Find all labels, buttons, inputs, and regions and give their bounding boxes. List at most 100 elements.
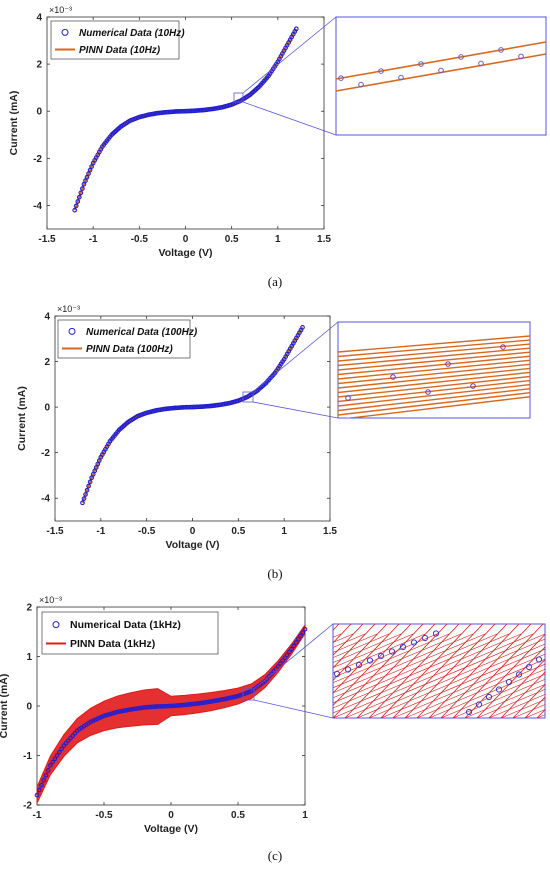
x-tick-label: 0 bbox=[183, 234, 189, 245]
data-point bbox=[56, 749, 62, 755]
data-point bbox=[153, 704, 158, 710]
data-point bbox=[132, 706, 138, 712]
inset-data-point bbox=[495, 686, 503, 693]
data-point bbox=[233, 694, 239, 699]
data-point bbox=[220, 697, 225, 702]
data-point bbox=[135, 706, 140, 711]
chart-panel-b: -1.5 -1 -0.5 0 0.5 1 1.5 4 2 0 -2 -4 ×10⁻³ Voltage (V… bbox=[16, 304, 531, 581]
inset-pinn-line bbox=[333, 633, 390, 658]
inset-data-point bbox=[425, 389, 431, 395]
data-point bbox=[177, 702, 183, 708]
inset-data-point bbox=[358, 81, 364, 88]
inset-pinn-line bbox=[440, 624, 532, 718]
figure-caption: (b) bbox=[267, 566, 282, 581]
inset-pinn-line bbox=[524, 696, 545, 718]
data-point bbox=[293, 640, 299, 645]
x-tick-label: 0.5 bbox=[225, 234, 239, 245]
inset-pinn-line bbox=[476, 689, 545, 718]
data-point bbox=[126, 707, 131, 713]
data-point bbox=[86, 483, 91, 489]
x-tick-label: 1 bbox=[275, 234, 281, 245]
y-tick-label: 2 bbox=[26, 603, 32, 614]
inset-pinn-line bbox=[338, 355, 530, 376]
data-point bbox=[121, 708, 127, 714]
data-point bbox=[115, 709, 120, 715]
inset-data-point bbox=[485, 693, 493, 701]
x-tick-label: 0.5 bbox=[231, 526, 245, 537]
inset-pinn-line bbox=[338, 347, 530, 367]
inset-data-point bbox=[535, 656, 543, 663]
data-point bbox=[287, 649, 292, 655]
data-point bbox=[101, 713, 107, 719]
data-point bbox=[78, 190, 84, 196]
data-point bbox=[284, 652, 290, 658]
y-tick-label: -4 bbox=[33, 201, 42, 212]
x-tick-label: -1.5 bbox=[46, 526, 64, 537]
legend-marker-numerical bbox=[68, 327, 76, 335]
inset-data-point bbox=[525, 663, 533, 671]
inset-pinn-line bbox=[428, 624, 520, 718]
legend-label-numerical: Numerical Data (100Hz) bbox=[86, 327, 198, 338]
data-point bbox=[92, 717, 98, 723]
data-point bbox=[50, 759, 55, 765]
inset-pinn-line bbox=[338, 343, 530, 362]
inset-pinn-line bbox=[338, 339, 530, 358]
data-point bbox=[155, 704, 160, 709]
data-point bbox=[34, 792, 40, 798]
zoom-connector bbox=[253, 623, 334, 690]
y-tick-label: 2 bbox=[44, 357, 50, 368]
x-tick-label: -0.5 bbox=[138, 526, 156, 537]
series-pinn-band bbox=[36, 623, 306, 804]
y-exponent-label: ×10⁻³ bbox=[57, 304, 80, 314]
inset-data-point bbox=[410, 639, 418, 646]
data-point bbox=[195, 701, 201, 706]
inset-pinn-line bbox=[344, 396, 530, 418]
data-point bbox=[211, 698, 216, 704]
legend-box bbox=[57, 319, 191, 359]
inset-data-point bbox=[515, 671, 523, 678]
data-point bbox=[97, 715, 102, 721]
inset-data-point bbox=[421, 634, 429, 642]
x-tick-label: -1 bbox=[33, 810, 42, 821]
legend-marker-numerical bbox=[52, 621, 60, 629]
data-point bbox=[302, 626, 308, 632]
data-point bbox=[117, 709, 122, 714]
figure-caption: (a) bbox=[268, 274, 282, 289]
inset-data-point bbox=[344, 666, 352, 673]
inset-pinn-line bbox=[333, 624, 352, 644]
zoom-inset bbox=[332, 623, 546, 719]
data-point bbox=[168, 703, 174, 709]
inset-data-point bbox=[338, 75, 344, 81]
legend-marker-numerical bbox=[61, 28, 69, 36]
x-tick-label: 1 bbox=[302, 810, 308, 821]
inset-pinn-line bbox=[338, 387, 530, 412]
y-axis-label: Current (mA) bbox=[16, 386, 28, 451]
zoom-connector bbox=[242, 16, 337, 94]
data-point bbox=[182, 702, 187, 708]
inset-pinn-line bbox=[452, 679, 545, 718]
inset-pinn-line bbox=[368, 624, 460, 718]
inset-pinn-line bbox=[356, 624, 448, 718]
x-tick-label: 1.5 bbox=[317, 234, 331, 245]
data-point bbox=[128, 707, 134, 712]
y-tick-label: -4 bbox=[41, 494, 50, 505]
inset-pinn-line bbox=[338, 392, 530, 416]
data-point bbox=[59, 746, 64, 752]
data-point bbox=[106, 712, 111, 717]
data-point bbox=[80, 500, 85, 506]
data-point bbox=[280, 658, 286, 663]
legend-label-pinn: PINN Data (100Hz) bbox=[86, 344, 173, 355]
data-point bbox=[208, 699, 214, 704]
inset-pinn-line bbox=[338, 359, 530, 380]
data-point bbox=[293, 26, 299, 32]
data-point bbox=[150, 704, 156, 710]
zoom-inset-content bbox=[336, 41, 546, 92]
zoom-inset-content bbox=[338, 335, 530, 418]
data-point bbox=[179, 702, 185, 708]
data-point bbox=[108, 711, 114, 717]
inset-data-point bbox=[366, 657, 374, 664]
data-point bbox=[139, 705, 145, 711]
y-tick-label: 4 bbox=[36, 13, 42, 24]
